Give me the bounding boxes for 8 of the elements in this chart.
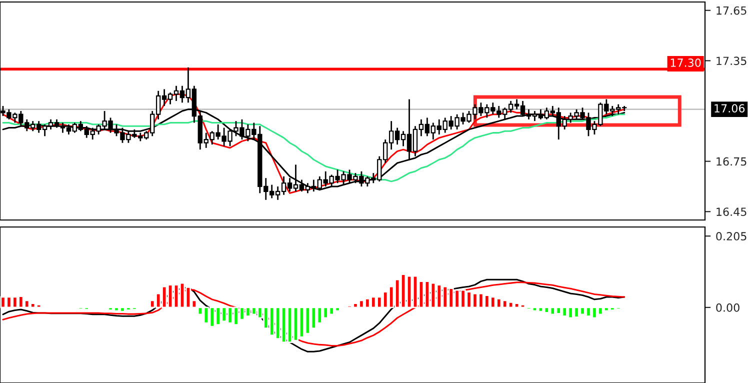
y-tick-label: 0.00: [716, 303, 740, 312]
y-tick-label: 16.45: [716, 208, 746, 216]
y-tick-label: 17.35: [716, 56, 746, 66]
y-tick-label: 16.75: [716, 157, 746, 166]
ref-line-label: 17.06: [714, 104, 745, 113]
y-tick-label: 0.205: [716, 232, 746, 240]
y-tick-label: 17.65: [716, 6, 746, 15]
ref-line-label: 17.30: [670, 58, 701, 67]
